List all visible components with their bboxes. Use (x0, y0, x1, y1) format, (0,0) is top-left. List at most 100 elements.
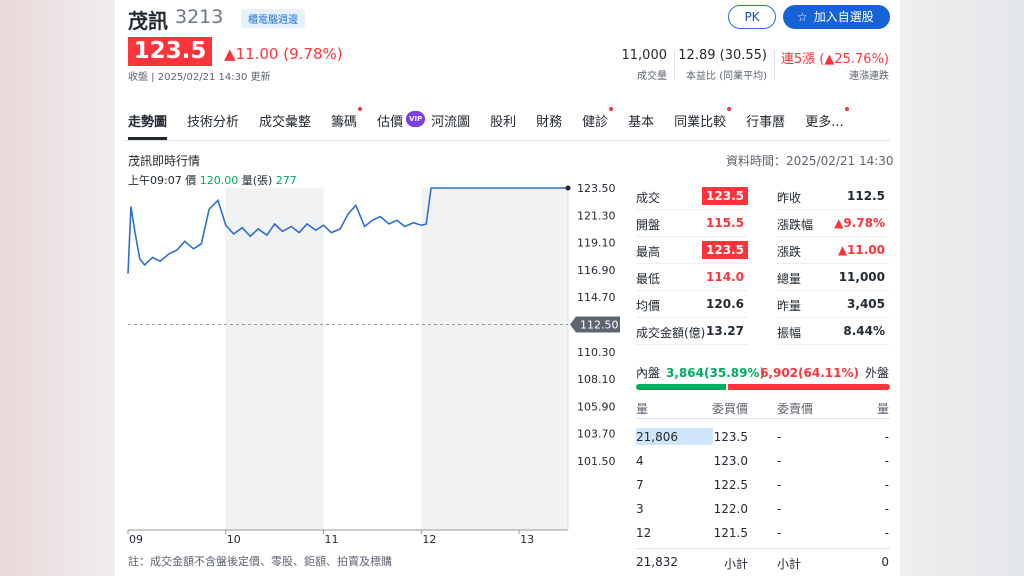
tab[interactable]: 河流圖 (431, 115, 471, 130)
stat-label: 成交量 (637, 71, 667, 82)
book-cell: 122.0 (713, 502, 748, 516)
quote-label: 漲跌 (777, 245, 802, 259)
outer-pct-label: (64.11%) (798, 366, 859, 380)
tab[interactable]: 走勢圖 (128, 115, 168, 130)
tab[interactable]: 同業比較 (674, 115, 727, 130)
tab[interactable]: 健診 (582, 115, 609, 130)
quote-value: 3,405 (847, 297, 885, 311)
tab[interactable]: 技術分析 (187, 115, 240, 130)
book-cell: - (884, 526, 889, 540)
y-tick-label: 101.50 (577, 455, 616, 468)
book-cell: - (884, 502, 889, 516)
y-tick-label: 105.90 (577, 400, 616, 413)
outer-text: 6,902(64.11%) 外盤 (760, 364, 889, 381)
price-line (127, 187, 568, 274)
quote-label: 總量 (777, 272, 802, 286)
book-cell: 122.5 (713, 478, 748, 492)
y-tick-label: 110.30 (577, 346, 616, 359)
watchlist-button[interactable]: ☆ 加入自選股 (783, 5, 890, 29)
book-cell: - (777, 430, 782, 444)
tab[interactable]: 成交彙整 (259, 115, 312, 130)
book-cell: - (777, 478, 782, 492)
row-border (777, 344, 889, 345)
last-point (565, 185, 571, 191)
quote-label: 最高 (636, 245, 661, 259)
book-cell: - (884, 454, 889, 468)
stock-name: 茂訊 (128, 9, 168, 33)
row-border (636, 236, 748, 237)
quote-value: 8.44% (843, 324, 885, 338)
tab[interactable]: 估價 (377, 115, 404, 130)
inner-label: 內盤 (636, 366, 661, 380)
x-tick-label: 10 (227, 533, 241, 546)
industry-tag[interactable]: 櫃電腦週邊 (241, 9, 305, 28)
reference-tag (570, 316, 620, 333)
y-tick-label: 116.90 (577, 264, 616, 277)
price: 123.5 (128, 37, 212, 66)
quote-value: 13.27 (706, 324, 744, 338)
tab-dot (358, 107, 363, 111)
row-border (636, 317, 748, 318)
chart-title: 茂訊即時行情 (128, 154, 201, 168)
book-total: 小計 (723, 557, 748, 571)
info-time: 上午09:07 (128, 174, 182, 187)
quote-value: 123.5 (702, 187, 748, 205)
book-cell: 121.5 (713, 526, 748, 540)
info-volume: 277 (275, 174, 297, 187)
outer-label: 外盤 (864, 366, 889, 380)
book-cell: 123.5 (713, 430, 748, 444)
book-header: 委賣價 (777, 402, 814, 416)
quote-value: 114.0 (706, 270, 744, 284)
stat-separator (674, 50, 675, 80)
data-time: 資料時間：2025/02/21 14:30 (726, 154, 894, 168)
vip-badge: VIP (406, 111, 426, 127)
book-header: 委買價 (711, 402, 748, 416)
y-tick-label: 119.10 (577, 237, 616, 250)
info-price: 120.00 (199, 174, 239, 187)
tab-dot (609, 107, 614, 111)
shade-band (519, 188, 568, 530)
quote-label: 開盤 (636, 218, 661, 232)
tab[interactable]: 股利 (490, 115, 517, 130)
row-border (636, 344, 748, 345)
quote-label: 成交 (636, 191, 661, 205)
x-tick-label: 12 (422, 533, 436, 546)
tab[interactable]: 基本 (628, 115, 655, 130)
row-border (636, 209, 748, 210)
price-change: ▲11.00 (9.78%) (224, 45, 343, 63)
quote-label: 昨量 (777, 299, 802, 313)
chart-info: 上午09:07 價 120.00 量(張) 277 (128, 172, 297, 188)
x-tick-label: 13 (520, 533, 534, 546)
row-border (636, 263, 748, 264)
stat-label: 本益比 (同業平均) (686, 71, 767, 82)
book-total: 21,832 (636, 555, 678, 569)
book-cell: 12 (636, 526, 652, 540)
book-header: 量 (876, 402, 889, 416)
quote-label: 均價 (636, 299, 661, 313)
inner-bar (636, 384, 727, 390)
y-tick-label: 123.50 (577, 182, 616, 195)
book-cell: - (884, 478, 889, 492)
stat-value: 12.89 (30.55) (678, 48, 767, 63)
tab[interactable]: 財務 (536, 115, 563, 130)
book-cell: 3 (636, 502, 644, 516)
row-border (777, 317, 889, 318)
row-border (636, 290, 748, 291)
tab[interactable]: 更多... (805, 115, 844, 130)
pk-button[interactable]: PK (728, 5, 776, 29)
book-divider (636, 418, 890, 419)
tab[interactable]: 行事曆 (746, 115, 786, 130)
footnote: 註：成交金額不含盤後定價、零股、鉅額、拍賣及標購 (128, 555, 392, 568)
inner-text: 內盤 3,864(35.89%) (636, 364, 765, 381)
row-border (777, 236, 889, 237)
inner-volume: 3,864 (666, 366, 704, 380)
quote-label: 昨收 (777, 191, 802, 205)
stock-code: 3213 (175, 6, 224, 28)
bid-volume-bar (636, 428, 713, 445)
outer-bar (728, 384, 890, 390)
quote-value: 11,000 (838, 270, 885, 284)
book-cell: - (884, 430, 889, 444)
tab[interactable]: 籌碼 (331, 115, 358, 130)
quote-value: 112.5 (847, 189, 885, 203)
stat-value: 連5漲 (▲25.76%) (780, 52, 889, 67)
